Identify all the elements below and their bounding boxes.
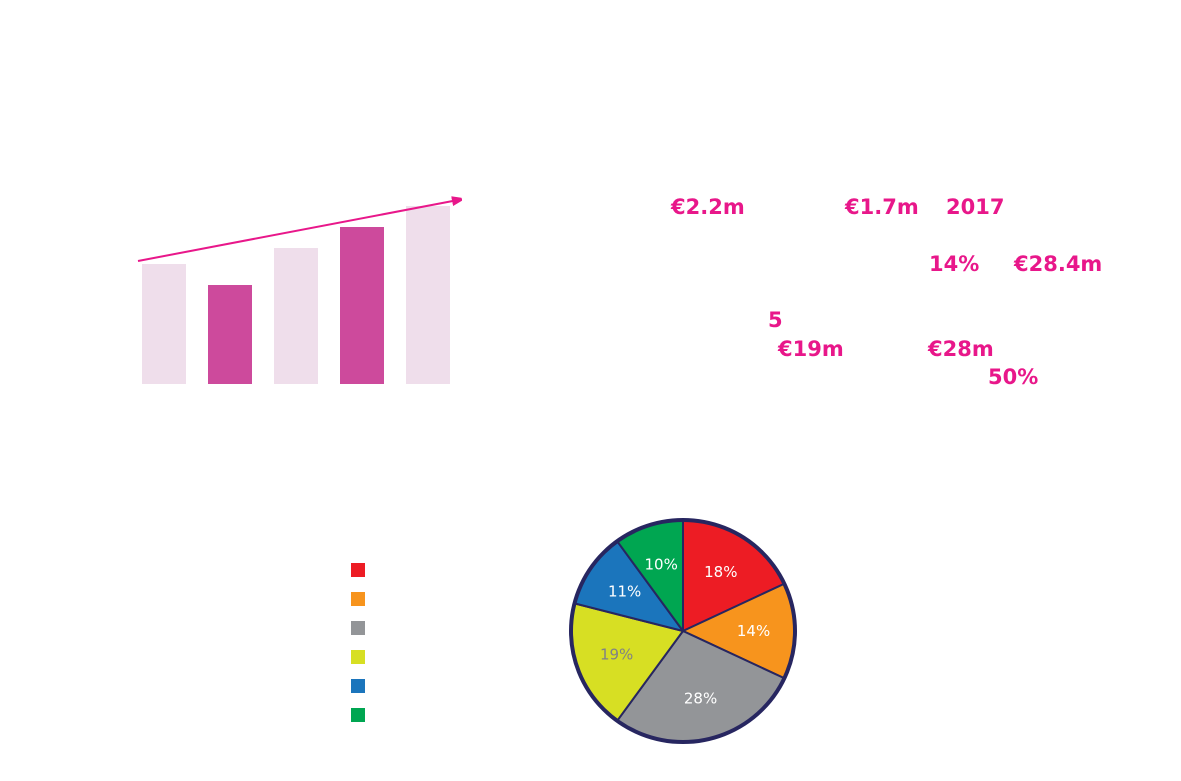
legend-swatch-6 xyxy=(351,708,365,722)
pie-outline xyxy=(569,518,797,744)
trend-arrow xyxy=(137,200,458,262)
stat-28-4m: €28.4m xyxy=(1014,252,1103,276)
stat-2017: 2017 xyxy=(946,195,1005,219)
pie-label-6: 10% xyxy=(645,555,678,573)
pie-label-4: 19% xyxy=(600,646,633,664)
bar-1 xyxy=(142,264,186,384)
stat-50-percent: 50% xyxy=(988,365,1039,389)
stat-28m: €28m xyxy=(928,337,994,361)
pie-label-5: 11% xyxy=(608,583,641,601)
stat-19m: €19m xyxy=(778,337,844,361)
pie-label-2: 14% xyxy=(737,622,770,640)
bar-3 xyxy=(274,248,318,384)
legend-swatch-2 xyxy=(351,592,365,606)
legend-swatch-3 xyxy=(351,621,365,635)
pie-label-3: 28% xyxy=(684,690,717,708)
bar-group xyxy=(142,206,450,384)
pie-labels: 18% 14% 28% 19% 11%10% xyxy=(600,555,770,707)
bar-4 xyxy=(340,227,384,384)
pie-chart: 18% 14% 28% 19% 11%10% xyxy=(569,518,797,744)
stat-2-2m: €2.2m xyxy=(671,195,745,219)
bar-chart xyxy=(137,180,480,384)
bar-2 xyxy=(208,285,252,384)
legend-swatch-4 xyxy=(351,650,365,664)
stat-5: 5 xyxy=(768,308,783,332)
pie-label-1: 18% xyxy=(704,563,737,581)
legend-swatch-1 xyxy=(351,563,365,577)
legend-swatch-5 xyxy=(351,679,365,693)
stat-1-7m: €1.7m xyxy=(845,195,919,219)
stat-14-percent: 14% xyxy=(929,252,980,276)
bar-5 xyxy=(406,206,450,384)
